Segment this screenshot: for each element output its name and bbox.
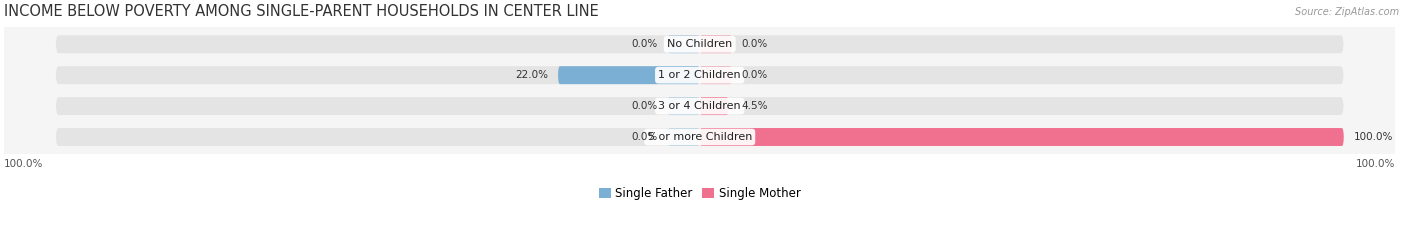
Text: 3 or 4 Children: 3 or 4 Children [658,101,741,111]
Text: INCOME BELOW POVERTY AMONG SINGLE-PARENT HOUSEHOLDS IN CENTER LINE: INCOME BELOW POVERTY AMONG SINGLE-PARENT… [4,4,599,19]
FancyBboxPatch shape [668,128,700,146]
Text: 100.0%: 100.0% [1355,159,1395,169]
Text: 22.0%: 22.0% [516,70,548,80]
FancyBboxPatch shape [700,35,733,53]
FancyBboxPatch shape [668,97,700,115]
FancyBboxPatch shape [668,35,700,53]
Legend: Single Father, Single Mother: Single Father, Single Mother [595,183,806,205]
FancyBboxPatch shape [700,66,733,84]
FancyBboxPatch shape [56,97,1344,115]
FancyBboxPatch shape [56,128,1344,146]
Text: 4.5%: 4.5% [741,101,768,111]
FancyBboxPatch shape [700,97,728,115]
FancyBboxPatch shape [56,35,1344,53]
Text: Source: ZipAtlas.com: Source: ZipAtlas.com [1295,7,1399,17]
Text: 0.0%: 0.0% [631,101,658,111]
Text: 0.0%: 0.0% [741,39,768,49]
FancyBboxPatch shape [700,128,1344,146]
FancyBboxPatch shape [558,66,700,84]
Text: 100.0%: 100.0% [1354,132,1393,142]
Text: 0.0%: 0.0% [631,132,658,142]
Text: 0.0%: 0.0% [741,70,768,80]
FancyBboxPatch shape [56,66,1344,84]
Text: No Children: No Children [666,39,733,49]
Text: 100.0%: 100.0% [4,159,44,169]
Text: 0.0%: 0.0% [631,39,658,49]
Text: 1 or 2 Children: 1 or 2 Children [658,70,741,80]
Text: 5 or more Children: 5 or more Children [648,132,752,142]
